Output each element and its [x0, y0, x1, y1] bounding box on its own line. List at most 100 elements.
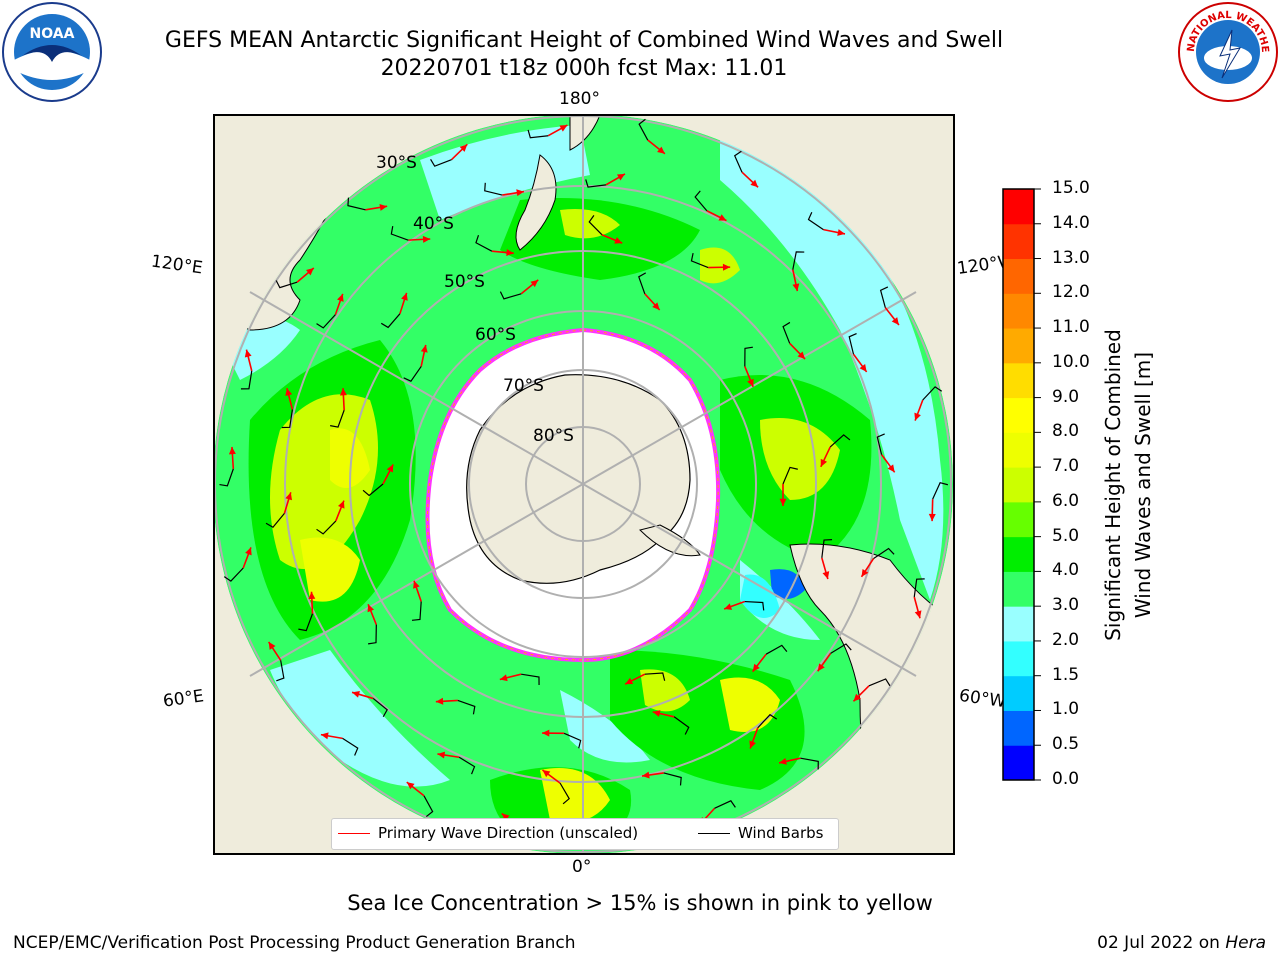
- wind-barb: [829, 434, 851, 448]
- map-legend: Primary Wave Direction (unscaled) Wind B…: [331, 818, 839, 850]
- colorbar-segment: [1003, 501, 1034, 538]
- wave-arrow-head: [244, 349, 252, 358]
- wave-arrow-head: [792, 283, 800, 292]
- wave-arrow-head: [406, 782, 415, 790]
- lat-label-60s: 60°S: [475, 325, 516, 345]
- wind-barb: [868, 678, 891, 687]
- wind-barb: [372, 697, 388, 718]
- colorbar-segment: [1003, 571, 1034, 607]
- colorbar-segment: [1003, 258, 1034, 294]
- colorbar-tick-label: 2.0: [1052, 629, 1080, 650]
- wind-barb: [765, 644, 788, 655]
- colorbar-tick-label: 14.0: [1052, 212, 1090, 233]
- wind-barb: [457, 699, 476, 715]
- colorbar-tick-label: 0.0: [1052, 769, 1080, 789]
- wind-barb: [298, 613, 314, 632]
- legend-swatch-wind-barbs: [698, 833, 730, 834]
- wave-arrow-head: [625, 677, 634, 685]
- wind-barb: [638, 272, 647, 294]
- wave-arrow-head: [750, 179, 759, 188]
- wave-arrow-head: [749, 740, 756, 749]
- wind-barb: [265, 513, 285, 529]
- wave-arrow-head: [616, 173, 625, 181]
- wind-barb: [782, 466, 798, 485]
- wind-barb: [281, 409, 293, 429]
- wave-arrow-head: [367, 604, 375, 613]
- wind-barb: [368, 624, 377, 645]
- nws-logo: NATIONAL WEATHER SERVICE: [1176, 0, 1278, 102]
- chart-subtitle: 20220701 t18z 000h fcst Max: 11.01: [380, 56, 788, 81]
- legend-item-wave-direction: Primary Wave Direction (unscaled): [338, 824, 638, 842]
- colorbar-segment: [1003, 397, 1034, 433]
- colorbar-label: Significant Height of Combined Wind Waves…: [1101, 329, 1155, 641]
- wave-arrow-head: [837, 229, 845, 236]
- footer-credit: NCEP/EMC/Verification Post Processing Pr…: [13, 933, 576, 953]
- wind-barb: [219, 468, 234, 487]
- colorbar-tick-label: 1.5: [1052, 664, 1080, 685]
- wave-arrow-head: [817, 663, 825, 672]
- wind-barb: [673, 716, 690, 735]
- wind-barb: [913, 578, 925, 598]
- colorbar-tick-label: 13.0: [1052, 247, 1090, 268]
- wind-barb: [390, 226, 409, 241]
- wave-arrow-head: [642, 771, 650, 779]
- wave-arrow-head: [245, 547, 252, 556]
- colorbar-segment: [1003, 293, 1034, 329]
- wave-arrow-head: [516, 189, 524, 197]
- wave-arrow-head: [722, 263, 731, 271]
- lat-label-30s: 30°S: [376, 153, 417, 173]
- wind-barb: [499, 291, 522, 300]
- wave-arrow-head: [861, 568, 869, 577]
- lat-label-50s: 50°S: [444, 272, 485, 292]
- colorbar-segment: [1003, 223, 1034, 260]
- lon-label-180: 180°: [559, 89, 600, 109]
- wave-arrow-head: [268, 641, 276, 650]
- wind-barb: [848, 333, 857, 355]
- wind-barb: [694, 190, 708, 212]
- legend-swatch-wave-direction: [338, 833, 370, 834]
- wind-barb: [362, 483, 384, 497]
- wind-barb: [830, 643, 852, 654]
- wave-arrow-head: [559, 125, 568, 132]
- wind-barb: [484, 182, 503, 196]
- wind-barb: [800, 757, 819, 770]
- colorbar-tick-label: 0.5: [1052, 734, 1080, 755]
- footer-machine: Hera: [1225, 933, 1266, 953]
- wind-barb: [585, 179, 606, 188]
- wind-barb: [276, 660, 285, 682]
- wave-arrow-head: [352, 690, 360, 698]
- wind-barb: [644, 672, 666, 681]
- colorbar-tick-label: 5.0: [1052, 525, 1080, 546]
- lat-label-70s: 70°S: [503, 376, 544, 396]
- wave-arrow-head: [379, 203, 388, 211]
- wave-arrow-head: [859, 364, 867, 372]
- colorbar-segment: [1003, 675, 1034, 711]
- wave-arrow-head: [614, 237, 623, 244]
- wave-arrow-head: [339, 388, 347, 396]
- wave-arrow-head: [338, 500, 345, 509]
- wave-arrow-head: [928, 513, 936, 522]
- wind-barb: [876, 433, 885, 455]
- footer-date: 02 Jul 2022 on Hera: [1097, 933, 1266, 953]
- wind-barb: [744, 346, 753, 367]
- colorbar-segment: [1003, 467, 1034, 503]
- wave-arrow-head: [914, 412, 921, 421]
- colorbar-segment: [1003, 328, 1034, 364]
- wind-barb: [879, 286, 889, 308]
- colorbar-tick-label: 8.0: [1052, 421, 1080, 442]
- wave-arrow-head: [779, 757, 787, 765]
- wave-arrow-head: [542, 769, 551, 778]
- wave-arrow-head: [822, 571, 830, 580]
- wave-arrow-head: [435, 697, 444, 705]
- wind-barb: [430, 158, 452, 167]
- wind-barb: [316, 314, 336, 329]
- wind-barb: [223, 567, 244, 582]
- wave-arrow-head: [724, 603, 733, 610]
- wave-arrow-head: [820, 458, 828, 467]
- wind-barb: [316, 520, 337, 535]
- wave-arrow-head: [306, 268, 314, 276]
- wind-barb: [807, 211, 824, 231]
- wave-arrow-head: [413, 580, 420, 589]
- lat-label-80s: 80°S: [533, 426, 574, 446]
